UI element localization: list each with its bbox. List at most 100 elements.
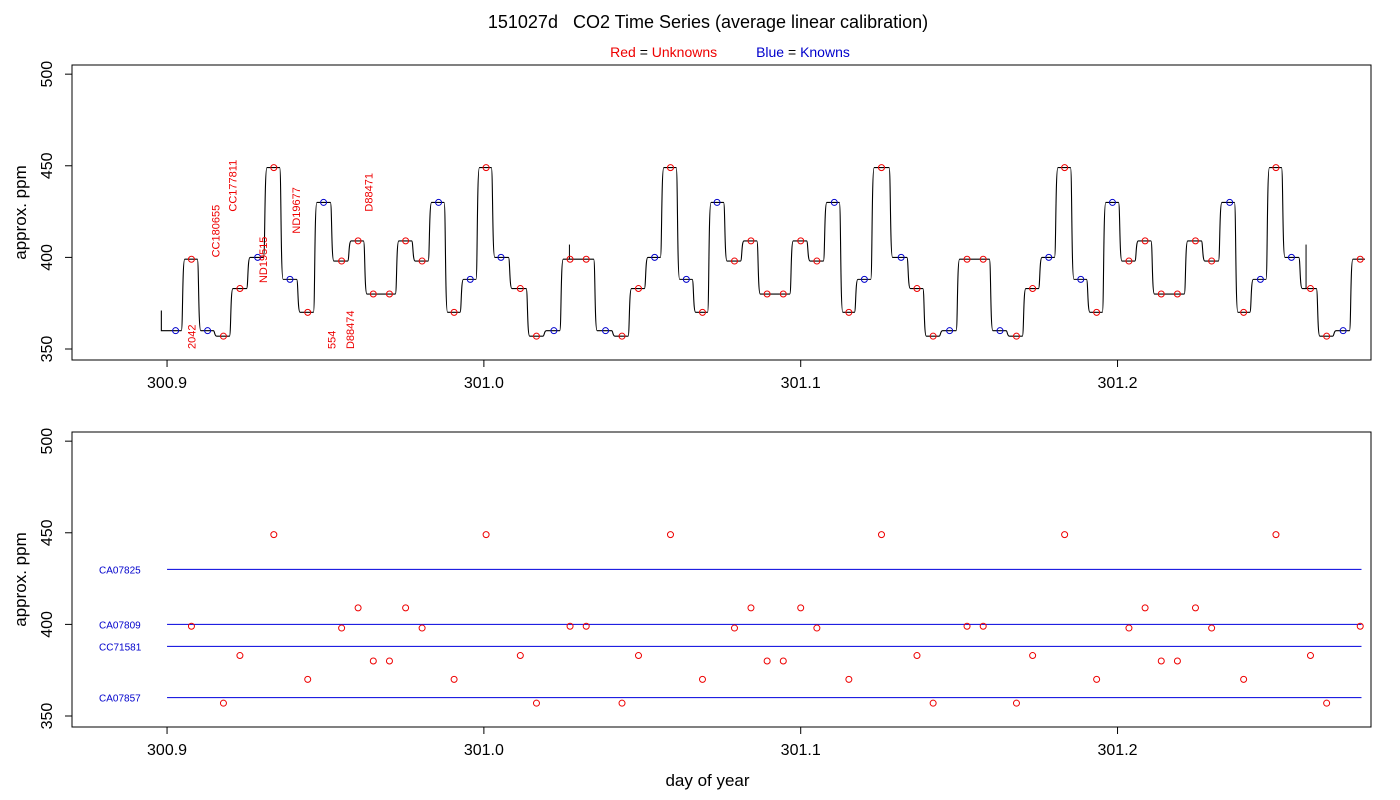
unknowns-point	[1272, 531, 1280, 539]
knowns-point	[435, 198, 443, 206]
unknowns-point	[845, 675, 853, 683]
unknowns-point	[516, 285, 524, 293]
legend-red-equals: =	[639, 44, 648, 60]
legend-unknowns-label: Unknowns	[651, 44, 718, 60]
unknowns-point	[187, 255, 195, 263]
unknowns-point	[963, 622, 971, 630]
unknowns-point	[236, 285, 244, 293]
unknowns-point	[450, 675, 458, 683]
sample-label: D88474	[345, 310, 357, 349]
unknowns-point	[929, 332, 937, 340]
knowns-point	[466, 275, 474, 283]
legend-red-word: Red	[610, 44, 636, 60]
unknowns-point	[566, 622, 574, 630]
knowns-point	[860, 275, 868, 283]
bottom-y-tick-label: 450	[39, 519, 56, 546]
unknowns-point	[1029, 285, 1037, 293]
top-y-tick-label: 500	[39, 61, 56, 88]
co2-trace-line	[160, 167, 1365, 337]
unknowns-point	[1173, 657, 1181, 665]
knowns-point	[602, 327, 610, 335]
unknowns-point	[566, 255, 574, 263]
unknowns-point	[1272, 164, 1280, 172]
unknowns-point	[1093, 308, 1101, 316]
unknowns-point	[450, 308, 458, 316]
unknowns-point	[1356, 622, 1364, 630]
top-panel: 350 400 450 500 approx. ppm 300.9 301.0 301.1 30…	[11, 61, 1372, 392]
unknowns-point	[797, 604, 805, 612]
unknowns-point	[1157, 290, 1165, 298]
knowns-point	[497, 253, 505, 261]
unknowns-point	[963, 255, 971, 263]
unknowns-point	[1323, 699, 1331, 707]
unknowns-point	[1306, 652, 1314, 660]
unknowns-point	[1141, 604, 1149, 612]
unknowns-point	[385, 657, 393, 665]
unknowns-point	[1029, 652, 1037, 660]
legend-blue-word: Blue	[756, 44, 785, 60]
unknowns-point	[634, 285, 642, 293]
knowns-point	[204, 327, 212, 335]
unknowns-point	[1061, 531, 1069, 539]
unknowns-point	[979, 255, 987, 263]
unknowns-point	[730, 624, 738, 632]
unknowns-point	[1323, 332, 1331, 340]
unknowns-point	[582, 255, 590, 263]
unknowns-point	[354, 604, 362, 612]
unknowns-point	[354, 237, 362, 245]
knowns-point	[830, 198, 838, 206]
sample-label: 554	[327, 331, 339, 349]
chart-title: 151027d CO2 Time Series (average linear …	[487, 12, 929, 32]
unknowns-point	[1191, 237, 1199, 245]
knowns-point	[897, 253, 905, 261]
reference-line-label: CA07809	[99, 620, 141, 631]
unknowns-point	[666, 531, 674, 539]
knowns-point	[1045, 253, 1053, 261]
legend-knowns-label: Knowns	[800, 44, 850, 60]
unknowns-point	[813, 624, 821, 632]
sample-label: CC177811	[228, 160, 240, 212]
knowns-point	[172, 327, 180, 335]
unknowns-point	[187, 622, 195, 630]
unknowns-point	[270, 164, 278, 172]
unknowns-point	[913, 285, 921, 293]
bottom-y-tick-label: 350	[39, 703, 56, 730]
knowns-point	[996, 327, 1004, 335]
top-data-layer: 2042 CC180655 CC177811 ND19515 ND19677 554 D88…	[160, 160, 1365, 349]
unknowns-point	[1191, 604, 1199, 612]
knowns-point	[1226, 198, 1234, 206]
unknowns-point	[747, 604, 755, 612]
unknowns-point	[1208, 257, 1216, 265]
unknowns-point	[763, 657, 771, 665]
knowns-point	[713, 198, 721, 206]
unknowns-point	[418, 624, 426, 632]
unknowns-point	[385, 290, 393, 298]
unknowns-point	[1240, 675, 1248, 683]
top-y-axis-label: approx. ppm	[11, 165, 30, 260]
top-x-tick-label: 301.1	[781, 375, 821, 392]
unknowns-point	[270, 531, 278, 539]
unknowns-point	[236, 652, 244, 660]
unknowns-point	[666, 164, 674, 172]
unknowns-point	[582, 622, 590, 630]
unknowns-point	[338, 624, 346, 632]
unknowns-point	[219, 332, 227, 340]
unknowns-point	[797, 237, 805, 245]
top-x-tick-label: 301.2	[1098, 375, 1138, 392]
unknowns-point	[763, 290, 771, 298]
unknowns-point	[1173, 290, 1181, 298]
unknowns-point	[1141, 237, 1149, 245]
bottom-x-tick-label: 301.1	[781, 742, 821, 759]
knowns-point	[254, 253, 262, 261]
top-y-tick-label: 350	[39, 336, 56, 363]
reference-line-label: CA07857	[99, 694, 141, 705]
knowns-point	[1256, 275, 1264, 283]
unknowns-point	[1356, 255, 1364, 263]
unknowns-point	[1012, 699, 1020, 707]
unknowns-point	[698, 675, 706, 683]
unknowns-point	[402, 237, 410, 245]
unknowns-point	[219, 699, 227, 707]
unknowns-point	[877, 164, 885, 172]
unknowns-point	[845, 308, 853, 316]
